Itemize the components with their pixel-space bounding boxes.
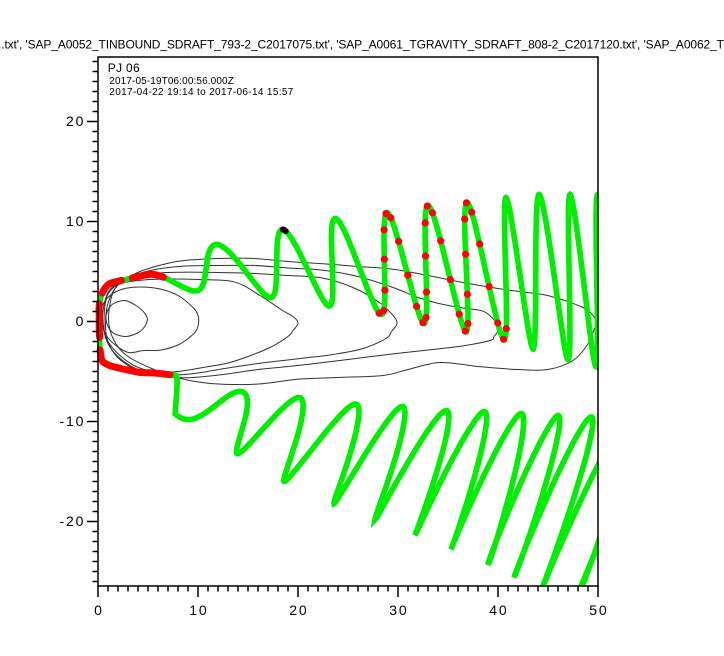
svg-text:30: 30	[389, 602, 408, 618]
svg-text:40: 40	[489, 602, 508, 618]
svg-text:0: 0	[94, 602, 104, 618]
svg-text:20: 20	[289, 602, 308, 618]
svg-text:0: 0	[76, 313, 86, 329]
svg-text:-20: -20	[60, 513, 86, 529]
svg-text:-10: -10	[60, 413, 86, 429]
svg-text:2017-05-19T06:00:56.000Z: 2017-05-19T06:00:56.000Z	[109, 76, 234, 87]
svg-text:10: 10	[66, 213, 85, 229]
svg-text:..txt', 'SAP_A0052_TINBOUND_SD: ..txt', 'SAP_A0052_TINBOUND_SDRAFT_793-2…	[0, 37, 724, 51]
svg-text:50: 50	[589, 602, 608, 618]
svg-text:20: 20	[66, 113, 85, 129]
svg-text:10: 10	[189, 602, 208, 618]
svg-text:2017-04-22 19:14 to 2017-06-14: 2017-04-22 19:14 to 2017-06-14 15:57	[109, 87, 293, 98]
svg-text:PJ 06: PJ 06	[108, 61, 140, 75]
